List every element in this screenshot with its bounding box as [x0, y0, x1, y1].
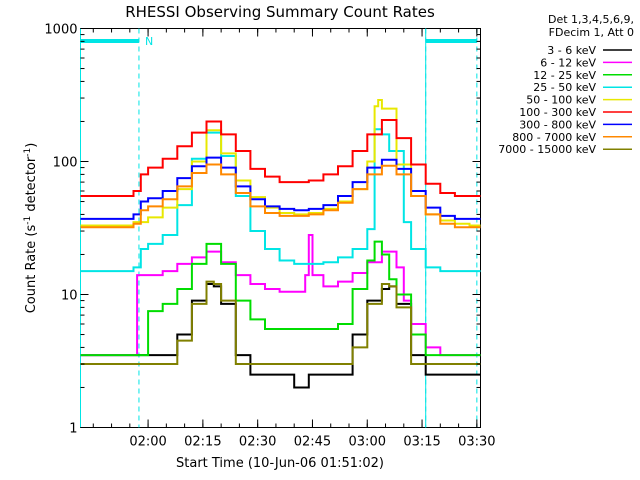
series-group — [80, 99, 481, 389]
legend-label: 100 - 300 keV — [519, 106, 596, 119]
x-tick-label: 02:30 — [239, 435, 276, 450]
y-tick-label: 10 — [61, 289, 78, 304]
series-line — [80, 128, 481, 273]
series-line — [80, 240, 481, 357]
y-axis-label: Count Rate (s-1 detector-1) — [23, 143, 39, 314]
y-tick-label: 1 — [69, 422, 77, 437]
x-axis-ticks: 02:00 02:15 02:30 02:45 03:00 03:15 03:30 — [92, 28, 496, 450]
legend-label: 7000 - 15000 keV — [498, 143, 596, 156]
legend-label: 12 - 25 keV — [533, 69, 596, 82]
night-label: N — [145, 35, 153, 48]
x-tick-label: 03:15 — [403, 435, 440, 450]
y-tick-label: 1000 — [44, 23, 77, 38]
series-line — [80, 280, 481, 365]
chart-title: RHESSI Observing Summary Count Rates — [125, 3, 435, 21]
plot-frame — [80, 28, 481, 428]
x-axis-label: Start Time (10-Jun-06 01:51:02) — [176, 456, 384, 471]
legend: Det 1,3,4,5,6,9, FDecim 1, Att 0 3 - 6 k… — [498, 13, 634, 156]
legend-label: 25 - 50 keV — [533, 81, 596, 94]
legend-header-line2: FDecim 1, Att 0 — [549, 26, 634, 39]
y-tick-label: 100 — [53, 156, 78, 171]
x-tick-label: 02:15 — [184, 435, 221, 450]
legend-label: 50 - 100 keV — [526, 94, 596, 107]
series-line — [80, 119, 481, 197]
legend-label: 300 - 800 keV — [519, 118, 596, 131]
legend-label: 6 - 12 keV — [540, 56, 596, 69]
series-line — [80, 234, 481, 357]
x-tick-label: 02:45 — [294, 435, 331, 450]
series-line — [80, 283, 481, 389]
y-axis-ticks: 1 10 100 1000 — [44, 23, 481, 437]
legend-header-line1: Det 1,3,4,5,6,9, — [548, 13, 634, 26]
series-line — [80, 163, 481, 229]
x-tick-label: 03:00 — [349, 435, 386, 450]
legend-label: 800 - 7000 keV — [512, 131, 596, 144]
x-tick-label: 02:00 — [129, 435, 166, 450]
legend-label: 3 - 6 keV — [547, 44, 596, 57]
x-tick-label: 03:30 — [458, 435, 495, 450]
orbit-night-markers: N — [80, 28, 478, 428]
